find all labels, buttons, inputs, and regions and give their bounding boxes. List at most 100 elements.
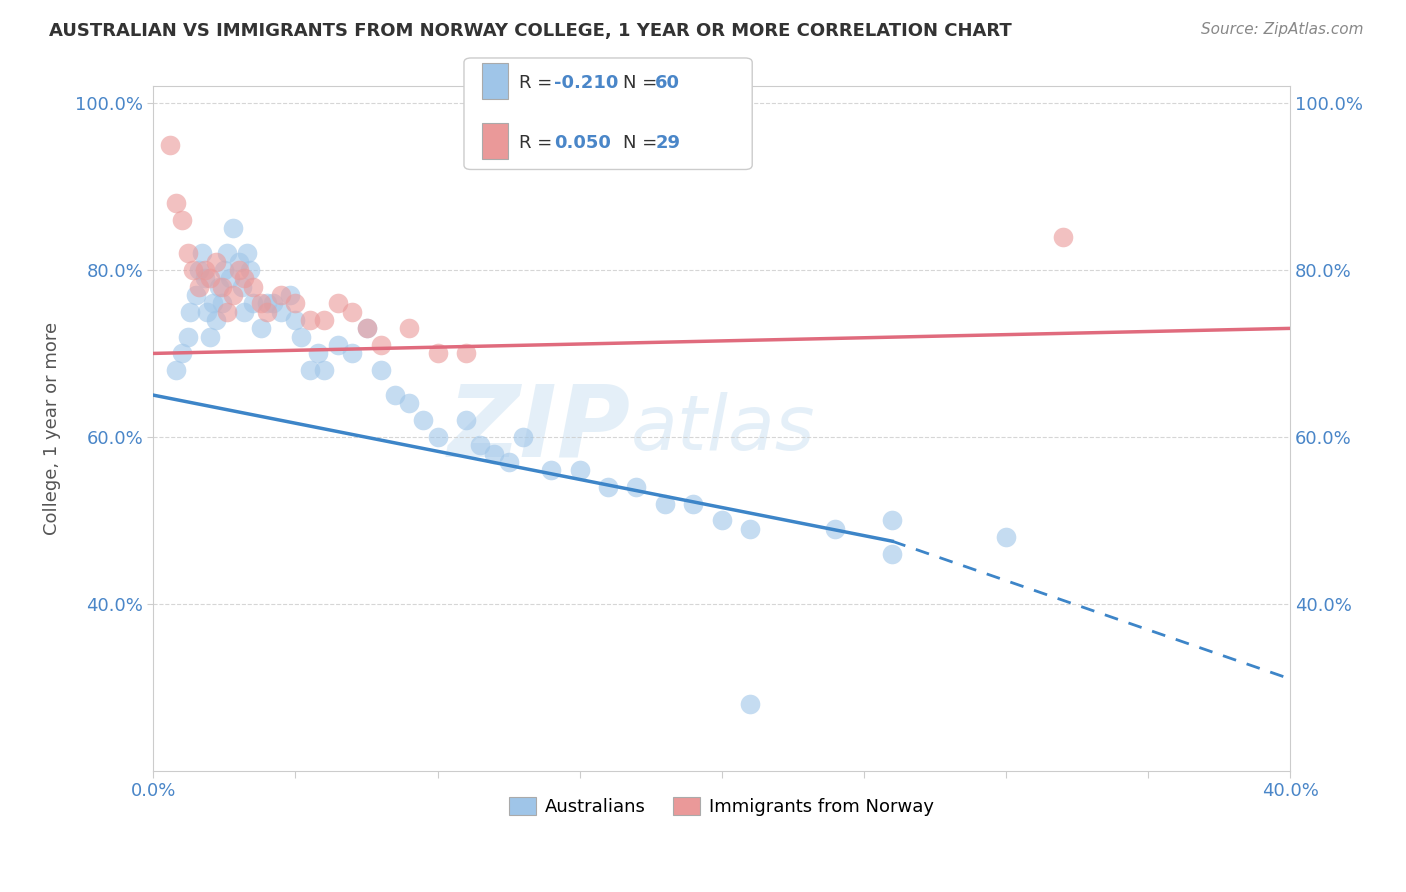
Point <box>307 346 329 360</box>
Point <box>326 338 349 352</box>
Point <box>250 321 273 335</box>
Point <box>384 388 406 402</box>
Point <box>290 329 312 343</box>
Point <box>179 304 201 318</box>
Text: R =: R = <box>519 134 558 152</box>
Point <box>270 304 292 318</box>
Point <box>200 329 222 343</box>
Legend: Australians, Immigrants from Norway: Australians, Immigrants from Norway <box>502 789 942 823</box>
Point <box>231 279 253 293</box>
Text: N =: N = <box>623 134 662 152</box>
Point <box>228 263 250 277</box>
Point <box>398 396 420 410</box>
Point <box>165 363 187 377</box>
Point <box>256 296 278 310</box>
Point <box>170 213 193 227</box>
Text: 0.050: 0.050 <box>554 134 610 152</box>
Point <box>219 271 242 285</box>
Point <box>356 321 378 335</box>
Point <box>239 263 262 277</box>
Point <box>312 313 335 327</box>
Point <box>284 313 307 327</box>
Point <box>217 304 239 318</box>
Text: -0.210: -0.210 <box>554 74 619 92</box>
Text: 60: 60 <box>655 74 681 92</box>
Point <box>205 313 228 327</box>
Point <box>370 338 392 352</box>
Point <box>512 430 534 444</box>
Point <box>208 279 231 293</box>
Point <box>682 497 704 511</box>
Point <box>176 329 198 343</box>
Point <box>326 296 349 310</box>
Point <box>356 321 378 335</box>
Point <box>540 463 562 477</box>
Point <box>298 313 321 327</box>
Point <box>398 321 420 335</box>
Point <box>176 246 198 260</box>
Point <box>190 246 212 260</box>
Point <box>284 296 307 310</box>
Text: R =: R = <box>519 74 558 92</box>
Point <box>654 497 676 511</box>
Point <box>626 480 648 494</box>
Point <box>342 304 364 318</box>
Point <box>882 513 904 527</box>
Text: atlas: atlas <box>631 392 815 466</box>
Text: AUSTRALIAN VS IMMIGRANTS FROM NORWAY COLLEGE, 1 YEAR OR MORE CORRELATION CHART: AUSTRALIAN VS IMMIGRANTS FROM NORWAY COL… <box>49 22 1012 40</box>
Point <box>740 522 762 536</box>
Point <box>214 263 236 277</box>
Point <box>270 288 292 302</box>
Point <box>250 296 273 310</box>
Point <box>882 547 904 561</box>
Point <box>498 455 520 469</box>
Point <box>187 279 209 293</box>
Point <box>710 513 733 527</box>
Point <box>426 346 449 360</box>
Point <box>184 288 207 302</box>
Point <box>228 254 250 268</box>
Point <box>370 363 392 377</box>
Y-axis label: College, 1 year or more: College, 1 year or more <box>44 322 60 535</box>
Point <box>454 413 477 427</box>
Point <box>596 480 619 494</box>
Point <box>187 263 209 277</box>
Point <box>202 296 225 310</box>
Point <box>242 296 264 310</box>
Point <box>211 279 233 293</box>
Point <box>298 363 321 377</box>
Point <box>426 430 449 444</box>
Point <box>193 271 215 285</box>
Point <box>262 296 284 310</box>
Point <box>994 530 1017 544</box>
Point <box>181 263 204 277</box>
Point <box>200 271 222 285</box>
Point <box>454 346 477 360</box>
Point <box>222 288 245 302</box>
Point <box>740 697 762 711</box>
Point <box>236 246 259 260</box>
Point <box>165 196 187 211</box>
Point <box>233 304 256 318</box>
Text: ZIP: ZIP <box>447 380 631 477</box>
Point <box>412 413 434 427</box>
Point <box>193 263 215 277</box>
Point <box>159 137 181 152</box>
Text: N =: N = <box>623 74 662 92</box>
Point <box>222 221 245 235</box>
Point <box>170 346 193 360</box>
Point <box>568 463 591 477</box>
Point <box>197 304 219 318</box>
Point <box>342 346 364 360</box>
Point <box>217 246 239 260</box>
Point <box>470 438 492 452</box>
Point <box>484 446 506 460</box>
Point <box>233 271 256 285</box>
Point <box>256 304 278 318</box>
Point <box>205 254 228 268</box>
Text: 29: 29 <box>655 134 681 152</box>
Text: Source: ZipAtlas.com: Source: ZipAtlas.com <box>1201 22 1364 37</box>
Point <box>278 288 301 302</box>
Point <box>312 363 335 377</box>
Point <box>242 279 264 293</box>
